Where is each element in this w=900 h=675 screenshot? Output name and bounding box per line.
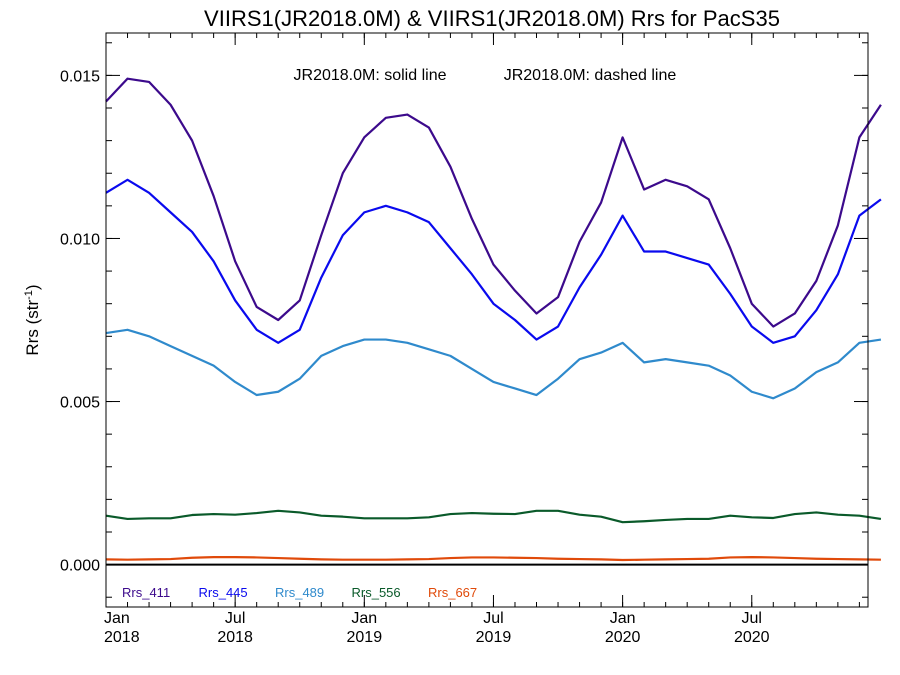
x-tick-label-year: 2020 bbox=[605, 629, 641, 646]
x-tick-label-month: Jul bbox=[225, 610, 245, 627]
x-tick-label-year: 2018 bbox=[217, 629, 253, 646]
series-line-rrs-667 bbox=[105, 556, 881, 562]
x-tick-label-year: 2019 bbox=[347, 629, 383, 646]
x-tick-label-month: Jan bbox=[610, 610, 636, 627]
legend-entry: Rrs_445 bbox=[199, 585, 248, 600]
x-tick-label-year: 2019 bbox=[476, 629, 512, 646]
series-line-rrs-445 bbox=[105, 178, 882, 344]
legend-entry: Rrs_411 bbox=[122, 585, 170, 600]
y-tick-label: 0.000 bbox=[60, 558, 100, 575]
plot-frame bbox=[105, 32, 869, 608]
annotation-dashed-line: JR2018.0M: dashed line bbox=[504, 67, 677, 84]
x-tick-label-year: 2020 bbox=[734, 629, 770, 646]
y-tick-label: 0.005 bbox=[60, 395, 100, 412]
legend-entry: Rrs_667 bbox=[428, 585, 477, 600]
series-line-rrs-556 bbox=[105, 509, 882, 524]
tick-labels: 0.000 0.005 0.010 0.015 Jan 2018 Jul 2018 Jan 201… bbox=[60, 68, 770, 646]
x-tick-label-year: 2018 bbox=[104, 629, 140, 646]
y-tick-label: 0.015 bbox=[60, 68, 100, 85]
y-tick-label: 0.010 bbox=[60, 231, 100, 248]
series-lines bbox=[105, 77, 882, 562]
x-tick-label-month: Jul bbox=[742, 610, 762, 627]
axis-ticks bbox=[105, 33, 868, 607]
series-line-rrs-489 bbox=[105, 328, 882, 400]
x-tick-label-month: Jan bbox=[104, 610, 130, 627]
legend-entry: Rrs_489 bbox=[275, 585, 324, 600]
x-tick-label-month: Jul bbox=[483, 610, 503, 627]
chart-title: VIIRS1(JR2018.0M) & VIIRS1(JR2018.0M) Rr… bbox=[204, 6, 780, 31]
legend-entry: Rrs_556 bbox=[352, 585, 401, 600]
annotation-solid-line: JR2018.0M: solid line bbox=[294, 67, 447, 84]
legend: Rrs_411 Rrs_445 Rrs_489 Rrs_556 Rrs_667 bbox=[122, 585, 477, 600]
series-line-rrs-411 bbox=[105, 77, 882, 328]
y-axis-label: Rrs (str-1) bbox=[23, 284, 42, 355]
x-tick-label-month: Jan bbox=[351, 610, 377, 627]
